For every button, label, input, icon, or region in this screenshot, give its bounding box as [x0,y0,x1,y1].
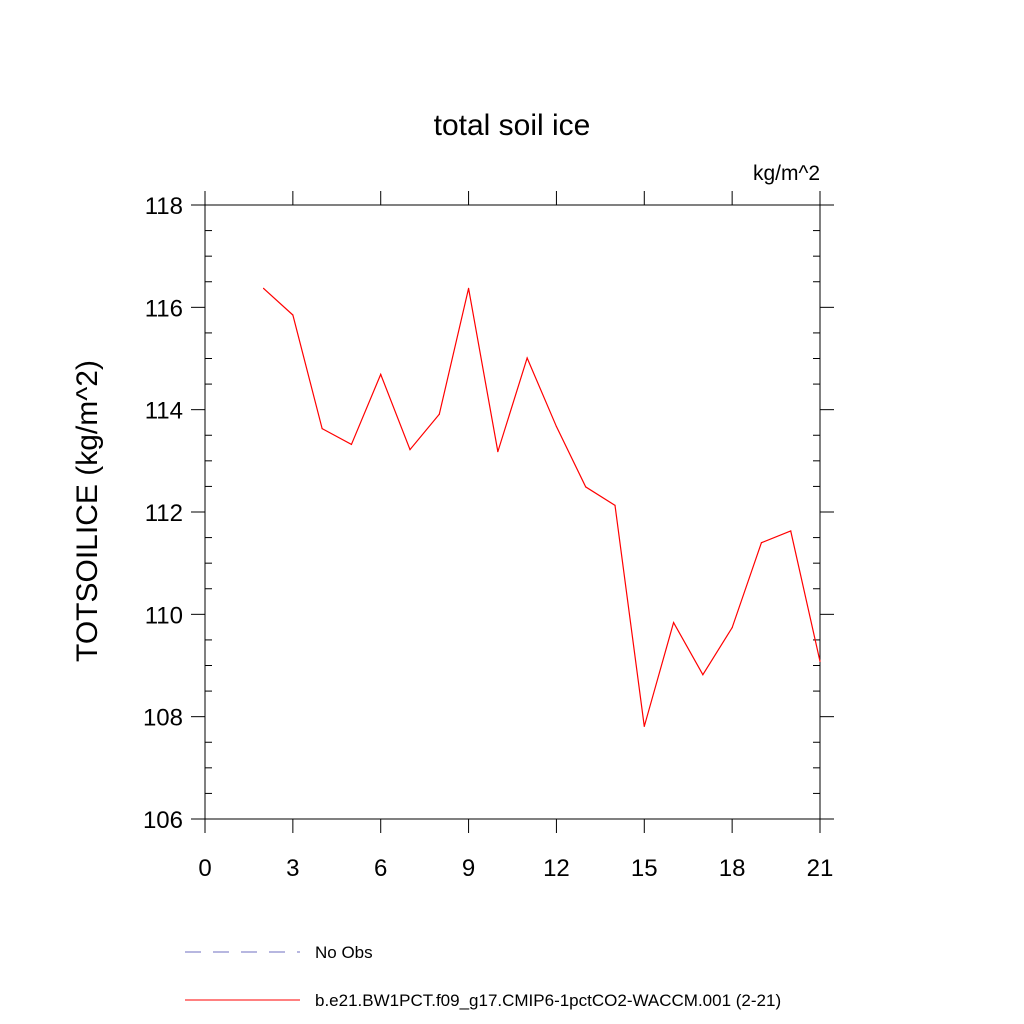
x-tick-label: 21 [807,855,834,882]
legend-label: b.e21.BW1PCT.f09_g17.CMIP6-1pctCO2-WACCM… [315,991,781,1010]
data-point [438,413,440,415]
axis-ticks [191,191,834,833]
data-point [760,542,763,544]
data-point [672,621,675,624]
x-tick-label: 0 [198,855,211,882]
tick-labels: 0 3 6 9 12 15 18 21 106 108 110 112 114 116 118 [143,193,833,882]
x-tick-label: 18 [719,855,746,882]
legend-label: No Obs [315,943,373,962]
chart-title: total soil ice [434,109,591,142]
data-point [321,427,323,430]
data-point [526,357,528,359]
data-point [819,660,821,663]
y-tick-label: 116 [145,295,183,322]
legend: No Obs b.e21.BW1PCT.f09_g17.CMIP6-1pctCO2… [185,943,781,1010]
data-point [731,627,733,629]
data-point [497,451,499,453]
x-tick-label: 12 [543,855,570,882]
data-point [643,725,645,727]
y-tick-label: 110 [145,602,183,629]
data-point [350,443,353,446]
data-point [292,314,294,316]
x-tick-label: 6 [374,855,387,882]
data-point [585,486,587,488]
x-tick-label: 15 [631,855,658,882]
y-tick-label: 114 [145,398,183,425]
data-point [467,287,470,290]
data-point [380,373,382,375]
y-tick-label: 108 [143,705,183,732]
units-label: kg/m^2 [753,162,820,185]
y-axis-label: TOTSOILICE (kg/m^2) [71,360,104,662]
data-point [702,674,704,676]
y-tick-label: 118 [145,193,183,220]
series-lines [262,287,821,727]
data-point [614,504,616,506]
y-tick-label: 106 [143,807,183,834]
data-point [555,425,558,428]
plot-frame [204,204,821,820]
x-tick-label: 3 [286,855,299,882]
y-tick-label: 112 [145,500,183,527]
data-point [790,530,792,532]
series-line-1 [263,287,821,727]
x-tick-label: 9 [462,855,475,882]
data-point [262,287,265,290]
data-point [409,448,411,451]
